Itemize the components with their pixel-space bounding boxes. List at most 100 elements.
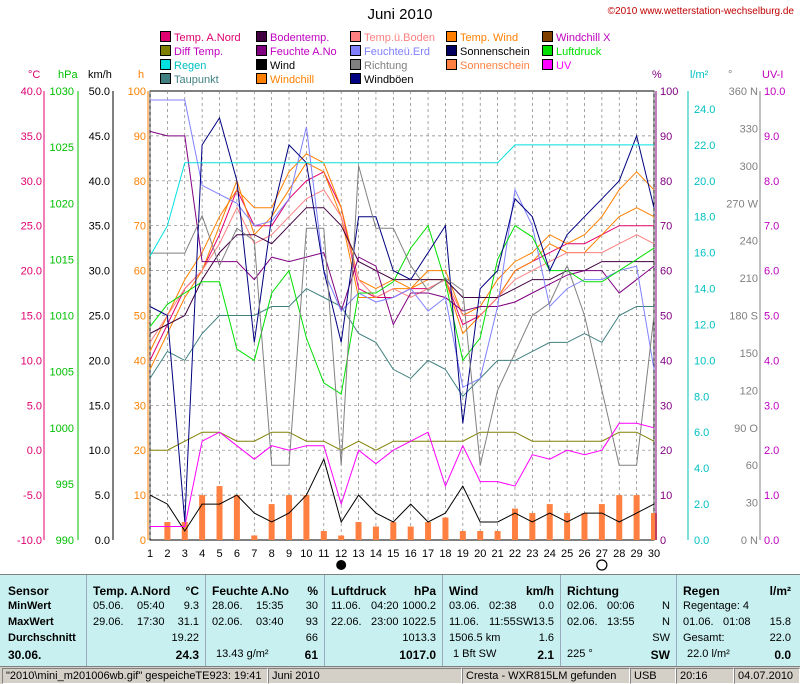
legend-item: UV <box>542 59 571 72</box>
x-tick-label: 20 <box>474 548 486 560</box>
status-device: Cresta - WXR815LM gefunden <box>462 668 630 684</box>
axis-tick-temp: 15.0 <box>21 311 42 323</box>
axis-tick-rain: 18.0 <box>694 212 715 224</box>
sunshine-bar <box>320 531 327 540</box>
axis-tick-temp: -5.0 <box>23 490 42 502</box>
col-temp: Temp. A.Nord °C 05.06. 05:40 9.3 29.06. … <box>87 575 206 666</box>
richtung-degrees: 225 ° <box>567 648 593 660</box>
wind-avg: 1.6 <box>538 632 554 644</box>
regen-max-date: 01.06. <box>683 616 714 628</box>
axis-tick-uv: 7.0 <box>764 221 779 233</box>
axis-tick-kmh: 25.0 <box>89 311 110 323</box>
sunshine-bar <box>407 526 414 540</box>
richtung-title: Richtung <box>567 584 619 598</box>
legend-swatch <box>256 73 267 84</box>
wind-max-val: 13.5 <box>532 616 554 628</box>
series-line <box>150 99 655 389</box>
axis-tick-rain: 22.0 <box>694 140 715 152</box>
max-label: MaxWert <box>8 616 54 628</box>
feuchte-max-val: 93 <box>305 616 318 628</box>
legend-item: Regen <box>160 59 206 72</box>
wind-distance: 1506.5 km <box>449 632 501 644</box>
legend-item: Bodentemp. <box>256 31 329 44</box>
axis-tick-rain: 24.0 <box>694 104 715 116</box>
x-tick-label: 4 <box>199 548 205 560</box>
axis-tick-dir: 270 W <box>726 198 758 210</box>
regen-gesamt-label: Gesamt: <box>683 632 725 644</box>
sunshine-bar <box>442 517 449 540</box>
axis-tick-kmh: 15.0 <box>89 400 110 412</box>
legend-label: Feuchte A.No <box>270 46 337 58</box>
axis-tick-kmh: 10.0 <box>89 445 110 457</box>
copyright[interactable]: ©2010 www.wetterstation-wechselburg.de <box>607 6 794 17</box>
x-tick-label: 28 <box>613 548 625 560</box>
series-line <box>150 165 655 466</box>
temp-current: 24.3 <box>175 648 199 662</box>
legend-swatch <box>160 59 171 70</box>
axis-tick-uv: 8.0 <box>764 176 779 188</box>
axis-tick-hpa: 1020 <box>50 198 74 210</box>
feuchte-min-time: 15:35 <box>256 600 284 612</box>
legend-item: Wind <box>256 59 295 72</box>
axis-tick-temp: 0.0 <box>27 445 42 457</box>
sunshine-bar <box>355 522 362 540</box>
series-line <box>149 153 655 352</box>
col-regen: Regen l/m² Regentage: 4 01.06. 01:08 15.… <box>677 575 799 666</box>
axis-tick-pct: 80 <box>660 176 672 188</box>
sunshine-bar <box>633 495 640 540</box>
col-feuchte: Feuchte A.No % 28.06. 15:35 30 02.06. 03… <box>206 575 325 666</box>
wind-max-time: 11:55SW <box>489 616 534 628</box>
x-tick-label: 14 <box>370 548 382 560</box>
x-tick-label: 3 <box>182 548 188 560</box>
wind-unit: km/h <box>525 584 554 598</box>
axis-tick-h: 90 <box>134 131 146 143</box>
richtung-current: SW <box>650 648 670 662</box>
axis-tick-dir: 0 N <box>741 535 758 547</box>
axis-tick-rain: 0.0 <box>694 535 709 547</box>
axis-tick-hpa: 1010 <box>50 311 74 323</box>
x-tick-label: 27 <box>596 548 608 560</box>
axis-tick-kmh: 40.0 <box>89 176 110 188</box>
legend-label: Taupunkt <box>174 74 219 86</box>
status-bar: "2010\mini_m201006wb.gif" gespeicheTE923… <box>0 666 800 684</box>
legend-swatch <box>256 45 267 56</box>
x-tick-label: 22 <box>509 548 521 560</box>
col-richtung: Richtung 02.06. 00:06 N 02.06. 13:55 N S… <box>561 575 677 666</box>
legend-item: Windchill X <box>542 31 610 44</box>
regen-tage: Regentage: 4 <box>683 600 750 612</box>
axis-unit-temp: °C <box>28 69 40 81</box>
richtung-min-date: 02.06. <box>567 600 598 612</box>
axis-tick-uv: 9.0 <box>764 131 779 143</box>
legend-item: Windchill <box>256 73 314 86</box>
druck-max-val: 1022.5 <box>402 616 436 628</box>
x-tick-label: 2 <box>164 548 170 560</box>
druck-min-val: 1000.2 <box>402 600 436 612</box>
legend-swatch <box>542 45 553 56</box>
axis-tick-uv: 2.0 <box>764 445 779 457</box>
x-tick-label: 18 <box>439 548 451 560</box>
wind-current: 2.1 <box>537 648 554 662</box>
x-tick-label: 6 <box>234 548 240 560</box>
axis-tick-h: 60 <box>134 266 146 278</box>
druck-avg: 1013.3 <box>402 632 436 644</box>
axis-tick-pct: 30 <box>660 400 672 412</box>
feuchte-min-val: 30 <box>305 600 318 612</box>
richtung-max-val: N <box>662 616 670 628</box>
legend-label: Diff Temp. <box>174 46 224 58</box>
axis-tick-dir: 360 N <box>729 86 758 98</box>
axis-tick-hpa: 995 <box>56 479 74 491</box>
legend-swatch <box>350 31 361 42</box>
x-tick-label: 10 <box>300 548 312 560</box>
legend-label: Windchill X <box>556 32 611 44</box>
x-tick-label: 16 <box>405 548 417 560</box>
wind-bft: 1 Bft SW <box>453 648 497 660</box>
legend-swatch <box>446 31 457 42</box>
richtung-min-time: 00:06 <box>607 600 635 612</box>
sunshine-bar <box>303 495 310 540</box>
axis-tick-uv: 4.0 <box>764 355 779 367</box>
axis-tick-h: 40 <box>134 355 146 367</box>
regen-gesamt: 22.0 <box>769 632 791 644</box>
axis-unit-h: h <box>138 69 144 81</box>
druck-max-date: 22.06. <box>331 616 362 628</box>
axis-tick-dir: 120 <box>740 385 758 397</box>
